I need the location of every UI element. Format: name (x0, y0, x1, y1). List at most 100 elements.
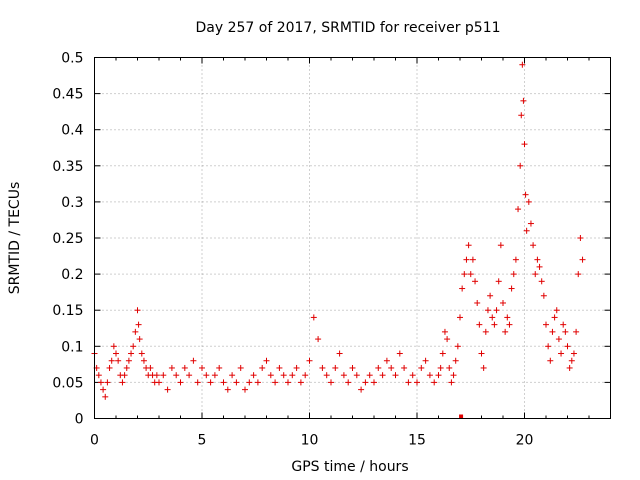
data-point (463, 256, 470, 263)
data-point (302, 372, 309, 379)
data-point (450, 372, 457, 379)
data-point (224, 386, 231, 393)
data-point (520, 97, 527, 104)
data-point (474, 299, 481, 306)
x-axis-label: GPS time / hours (291, 459, 408, 475)
data-point (418, 364, 425, 371)
data-point (437, 364, 444, 371)
data-point (113, 350, 119, 357)
data-point (500, 299, 506, 306)
data-point (130, 343, 137, 350)
x-tick-label: 10 (301, 433, 319, 449)
data-point (310, 314, 317, 321)
data-point (263, 357, 270, 364)
data-point (147, 364, 154, 371)
y-tick-label: 0.35 (52, 159, 83, 175)
data-point (289, 372, 296, 379)
data-point (564, 343, 571, 350)
data-point (115, 357, 122, 364)
data-point (250, 372, 257, 379)
data-point (435, 372, 442, 379)
data-point (388, 364, 395, 371)
data-point (177, 379, 184, 386)
y-tick-label: 0.2 (61, 267, 83, 283)
data-point (484, 307, 491, 314)
data-point (562, 328, 569, 335)
data-point (545, 343, 552, 350)
data-point (119, 379, 126, 386)
data-point (518, 112, 525, 119)
data-point (134, 307, 141, 314)
data-point (489, 314, 496, 321)
data-point (345, 379, 352, 386)
data-point (353, 372, 360, 379)
data-point (469, 256, 476, 263)
data-point (422, 357, 429, 364)
data-point (517, 162, 524, 169)
data-point (156, 379, 162, 386)
y-tick-label: 0.45 (52, 87, 83, 103)
chart-title: Day 257 of 2017, SRMTID for receiver p51… (195, 20, 500, 36)
data-point (508, 285, 515, 292)
data-point (297, 379, 304, 386)
data-point (396, 350, 403, 357)
data-point (190, 357, 197, 364)
data-point (106, 364, 113, 371)
data-point (168, 364, 175, 371)
data-point (211, 372, 218, 379)
data-point (237, 364, 244, 371)
data-point (478, 350, 485, 357)
data-point (459, 285, 466, 292)
data-point (555, 336, 562, 343)
data-point (454, 343, 461, 350)
data-point (349, 364, 356, 371)
data-point (375, 364, 382, 371)
axis-ticks: 0 0.05 0.1 0.15 0.2 0.25 0.3 0.35 0.4 0.45 0.5 0 5 10… (52, 51, 611, 449)
data-point (123, 364, 130, 371)
data-point (135, 321, 142, 328)
data-point (491, 321, 498, 328)
data-point (543, 321, 549, 328)
x-tick-label: 0 (90, 433, 99, 449)
y-tick-label: 0.4 (61, 123, 83, 139)
data-point (160, 372, 167, 379)
data-point (121, 372, 128, 379)
data-point (379, 372, 386, 379)
data-point (510, 271, 517, 278)
data-point (553, 307, 560, 314)
data-point (186, 372, 193, 379)
data-point (276, 364, 283, 371)
data-point (405, 379, 412, 386)
y-axis-label: SRMTID / TECUs (7, 182, 23, 295)
data-point (519, 61, 526, 68)
data-point (549, 328, 556, 335)
data-point (472, 278, 479, 285)
data-points (91, 61, 586, 419)
data-point (315, 336, 322, 343)
data-point (173, 372, 180, 379)
data-point (480, 364, 487, 371)
grid (94, 57, 611, 419)
y-tick-label: 0.3 (61, 195, 83, 211)
data-point (216, 364, 223, 371)
data-point (203, 372, 210, 379)
y-tick-label: 0.15 (52, 303, 83, 319)
data-point (293, 364, 300, 371)
data-point (523, 227, 530, 234)
data-point (448, 379, 455, 386)
data-point (573, 328, 580, 335)
data-point (566, 364, 573, 371)
data-point (199, 364, 205, 371)
data-point (207, 379, 214, 386)
data-point (366, 372, 373, 379)
data-point (560, 321, 567, 328)
data-point (521, 141, 528, 148)
data-point (527, 220, 534, 227)
data-point (358, 386, 365, 393)
data-point (153, 372, 160, 379)
x-tick-label: 15 (408, 433, 426, 449)
y-tick-label: 0.05 (52, 375, 83, 391)
data-point (522, 191, 529, 198)
data-point (465, 242, 472, 249)
